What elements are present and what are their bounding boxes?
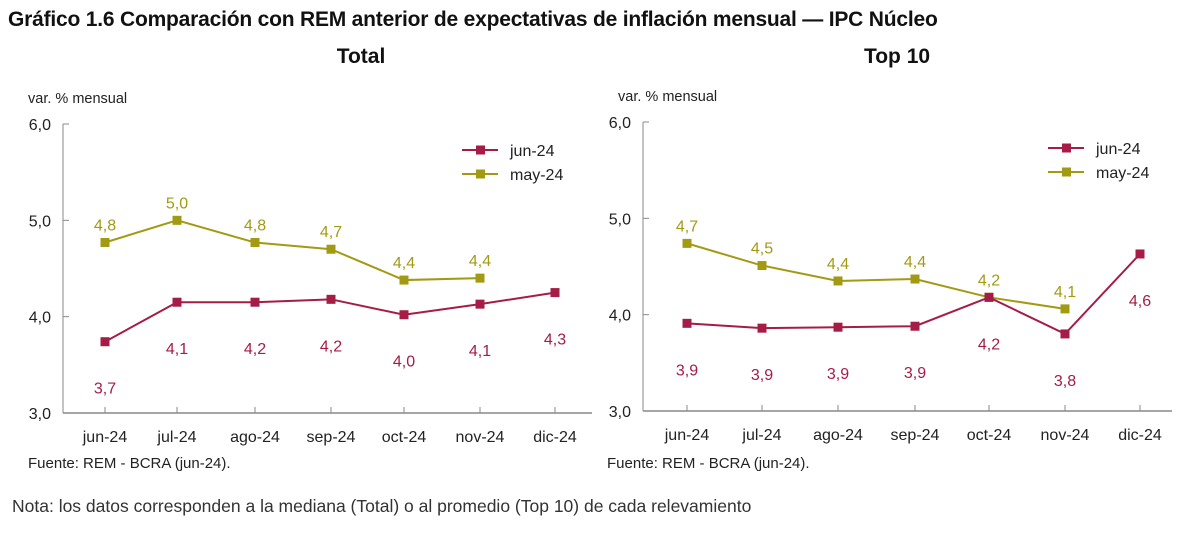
data-point-jun-24 [326, 294, 336, 304]
data-label-jun-24: 4,6 [1129, 293, 1151, 310]
data-label-may-24: 4,7 [320, 224, 342, 241]
data-point-jun-24 [550, 288, 560, 298]
source-note: Fuente: REM - BCRA (jun-24). [28, 455, 231, 472]
y-tick-label: 3,0 [609, 404, 631, 421]
data-label-may-24: 4,4 [827, 256, 849, 273]
legend-marker-jun-24 [476, 145, 485, 155]
series-line-may-24 [104, 219, 481, 282]
data-label-jun-24: 4,1 [166, 341, 188, 358]
data-point-jun-24 [1060, 329, 1070, 339]
x-tick-label: dic-24 [533, 429, 577, 446]
legend-marker-may-24 [476, 169, 485, 179]
data-point-jun-24 [682, 318, 692, 328]
data-point-may-24 [172, 215, 182, 225]
y-tick-label: 5,0 [609, 211, 631, 228]
data-label-jun-24: 4,2 [978, 336, 1000, 353]
y-axis-label: var. % mensual [28, 91, 127, 107]
x-tick-label: jul-24 [156, 429, 196, 446]
chart-title-top10: Top 10 [863, 45, 931, 68]
data-point-jun-24 [1135, 249, 1145, 259]
data-point-jun-24 [100, 337, 110, 347]
y-tick-label: 3,0 [29, 406, 51, 423]
data-point-may-24 [833, 276, 843, 286]
data-label-may-24: 4,4 [904, 254, 926, 271]
data-point-may-24 [682, 238, 692, 248]
data-point-jun-24 [399, 310, 409, 320]
x-tick-label: sep-24 [891, 427, 940, 444]
data-point-may-24 [757, 261, 767, 271]
y-tick-label: 4,0 [609, 308, 631, 325]
data-point-may-24 [100, 237, 110, 247]
legend-label-jun-24: jun-24 [1095, 141, 1141, 158]
data-point-may-24 [399, 275, 409, 285]
y-tick-label: 6,0 [29, 117, 51, 134]
legend-label-jun-24: jun-24 [509, 143, 555, 160]
legend-label-may-24: may-24 [1096, 165, 1149, 182]
data-label-may-24: 4,2 [978, 272, 1000, 289]
data-label-jun-24: 3,8 [1054, 373, 1076, 390]
data-label-may-24: 4,1 [1054, 284, 1076, 301]
x-tick-label: jun-24 [82, 429, 128, 446]
data-label-may-24: 4,7 [676, 218, 698, 235]
data-label-may-24: 4,8 [244, 217, 266, 234]
x-tick-label: ago-24 [813, 427, 863, 444]
data-label-may-24: 5,0 [166, 195, 188, 212]
series-line-may-24 [686, 242, 1066, 310]
legend-marker-jun-24 [1062, 143, 1071, 153]
data-label-jun-24: 4,2 [320, 338, 342, 355]
x-tick-label: oct-24 [382, 429, 427, 446]
x-tick-label: jun-24 [664, 427, 710, 444]
x-tick-label: ago-24 [230, 429, 280, 446]
footnote: Nota: los datos corresponden a la median… [12, 496, 752, 516]
data-point-may-24 [250, 237, 260, 247]
data-label-jun-24: 3,7 [94, 381, 116, 398]
data-label-jun-24: 4,0 [393, 354, 415, 371]
legend-label-may-24: may-24 [510, 167, 563, 184]
data-point-jun-24 [984, 292, 994, 302]
x-tick-label: oct-24 [967, 427, 1012, 444]
data-point-jun-24 [757, 323, 767, 333]
data-point-jun-24 [172, 297, 182, 307]
y-axis-label: var. % mensual [618, 89, 717, 105]
data-label-may-24: 4,4 [393, 255, 415, 272]
x-tick-label: dic-24 [1118, 427, 1162, 444]
source-note: Fuente: REM - BCRA (jun-24). [607, 455, 810, 472]
y-tick-label: 6,0 [609, 115, 631, 132]
x-tick-label: jul-24 [741, 427, 781, 444]
data-point-may-24 [326, 244, 336, 254]
data-point-may-24 [475, 273, 485, 283]
data-label-jun-24: 3,9 [676, 362, 698, 379]
data-label-jun-24: 3,9 [751, 367, 773, 384]
x-tick-label: nov-24 [1041, 427, 1090, 444]
data-point-jun-24 [250, 297, 260, 307]
x-tick-label: nov-24 [456, 429, 505, 446]
data-label-jun-24: 4,1 [469, 343, 491, 360]
data-point-may-24 [1060, 304, 1070, 314]
y-tick-label: 5,0 [29, 213, 51, 230]
data-point-jun-24 [910, 321, 920, 331]
figure-title: Gráfico 1.6 Comparación con REM anterior… [8, 8, 938, 31]
y-tick-label: 4,0 [29, 310, 51, 327]
chart-title-total: Total [336, 45, 386, 68]
x-tick-label: sep-24 [307, 429, 356, 446]
data-label-jun-24: 3,9 [904, 365, 926, 382]
data-label-may-24: 4,4 [469, 253, 491, 270]
data-label-jun-24: 3,9 [827, 366, 849, 383]
data-label-may-24: 4,8 [94, 217, 116, 234]
data-label-jun-24: 4,2 [244, 341, 266, 358]
data-label-may-24: 4,5 [751, 241, 773, 258]
data-label-jun-24: 4,3 [544, 332, 566, 349]
data-point-jun-24 [833, 322, 843, 332]
legend-marker-may-24 [1062, 167, 1071, 177]
data-point-jun-24 [475, 299, 485, 309]
data-point-may-24 [910, 274, 920, 284]
